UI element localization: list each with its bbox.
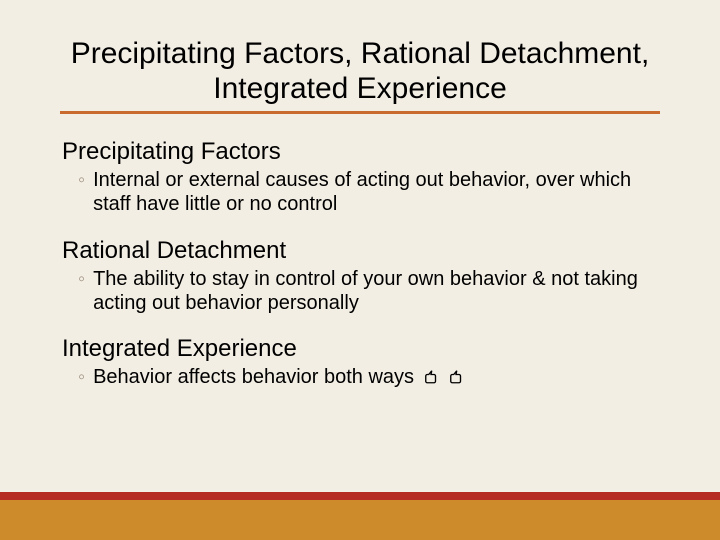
footer-bar: [0, 500, 720, 540]
thumbs-down-icon: [422, 367, 440, 385]
bullet-text: The ability to stay in control of your o…: [93, 267, 658, 316]
bullet-item: ◦ The ability to stay in control of your…: [78, 267, 658, 316]
section-heading: Rational Detachment: [62, 237, 658, 265]
slide: Precipitating Factors, Rational Detachme…: [0, 0, 720, 540]
bullet-item: ◦ Behavior affects behavior both ways: [78, 365, 658, 390]
bullet-text: Internal or external causes of acting ou…: [93, 168, 658, 217]
bullet-text: Behavior affects behavior both ways: [93, 365, 465, 389]
bullet-marker: ◦: [78, 267, 85, 292]
footer-accent-strip: [0, 492, 720, 500]
bullet-text-content: Behavior affects behavior both ways: [93, 366, 419, 388]
section-heading: Precipitating Factors: [62, 138, 658, 166]
section-heading: Integrated Experience: [62, 335, 658, 363]
bullet-marker: ◦: [78, 168, 85, 193]
bullet-item: ◦ Internal or external causes of acting …: [78, 168, 658, 217]
thumbs-up-icon: [447, 367, 465, 385]
title-container: Precipitating Factors, Rational Detachme…: [60, 36, 660, 114]
content-area: Precipitating Factors ◦ Internal or exte…: [56, 138, 664, 391]
slide-title: Precipitating Factors, Rational Detachme…: [60, 36, 660, 114]
bullet-marker: ◦: [78, 365, 85, 390]
